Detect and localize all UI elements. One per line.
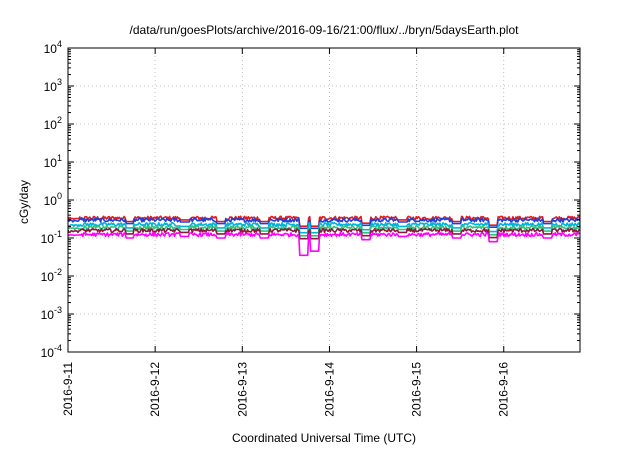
y-tick-label: 10-2 — [41, 267, 62, 284]
x-tick-label: 2016-9-11 — [61, 362, 75, 416]
chart-title: /data/run/goesPlots/archive/2016-09-16/2… — [130, 23, 520, 37]
axes: 10-4 10-3 10-2 10-1 100 101 102 103 104 2016-9-11… — [41, 39, 580, 417]
y-tick-label: 10-3 — [41, 305, 62, 322]
x-axis-label: Coordinated Universal Time (UTC) — [232, 431, 416, 445]
y-tick-label: 102 — [44, 115, 62, 132]
y-tick-label: 101 — [44, 153, 62, 170]
y-axis-label: cGy/day — [17, 180, 31, 224]
series-line — [67, 221, 581, 234]
grid — [68, 48, 580, 352]
y-tick-label: 104 — [44, 39, 62, 56]
x-tick-label: 2016-9-16 — [497, 362, 511, 417]
y-tick-label: 10-4 — [41, 343, 62, 360]
x-tick-label: 2016-9-13 — [235, 362, 249, 417]
series-group — [67, 215, 581, 257]
y-tick-label: 100 — [44, 191, 62, 208]
y-tick-label: 10-1 — [41, 229, 62, 246]
x-tick-label: 2016-9-12 — [148, 362, 162, 417]
series-line — [67, 231, 581, 257]
series-line — [67, 225, 581, 237]
x-tick-label: 2016-9-14 — [322, 362, 336, 417]
series-line — [67, 227, 580, 240]
y-tick-label: 103 — [44, 77, 62, 94]
x-tick-label: 2016-9-15 — [410, 362, 424, 417]
series-line — [67, 217, 581, 230]
